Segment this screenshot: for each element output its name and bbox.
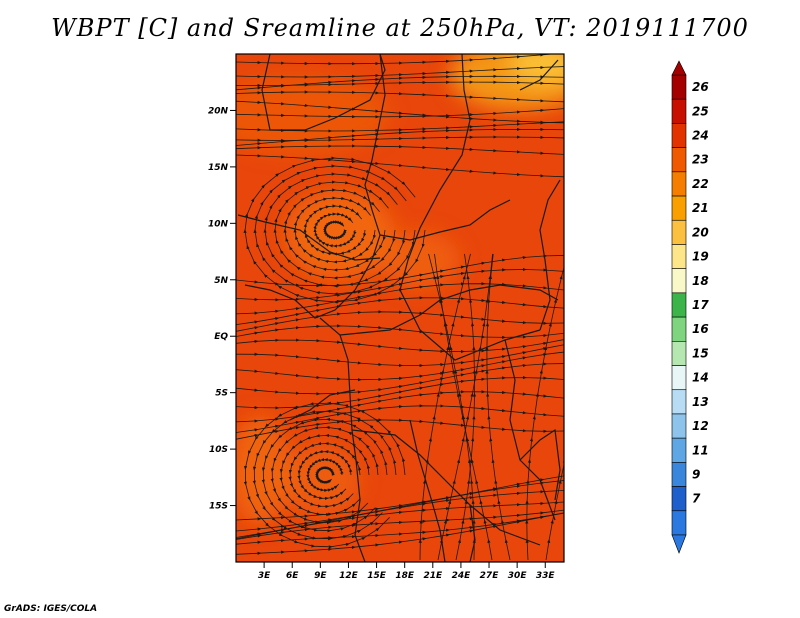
colorbar-swatch (671, 341, 687, 366)
y-tick-label: 15S (209, 502, 228, 512)
x-tick-label: 12E (339, 571, 359, 581)
warm-patch-southwest (236, 415, 290, 525)
y-tick-label: 20N (208, 106, 229, 116)
colorbar-swatch (671, 268, 687, 294)
x-tick-label: 21E (423, 571, 443, 581)
colorbar-label: 11 (692, 443, 709, 457)
colorbar-label: 22 (692, 177, 709, 191)
x-tick-label: 3E (258, 571, 271, 581)
colorbar-label: 16 (692, 322, 709, 336)
colorbar-swatch (671, 74, 687, 100)
colorbar-label: 13 (692, 395, 709, 409)
colorbar-bottom-arrow (671, 534, 687, 554)
x-tick-label: 9E (314, 571, 327, 581)
colorbar-label: 26 (692, 80, 709, 94)
x-tick-label: 15E (367, 571, 387, 581)
colorbar-swatch (671, 389, 687, 415)
y-tick-label: 5S (215, 389, 228, 399)
colorbar-swatch (671, 462, 687, 487)
colorbar-label: 24 (692, 129, 709, 143)
x-tick-label: 33E (536, 571, 556, 581)
streamline (236, 54, 557, 66)
y-tick-label: EQ (214, 332, 228, 342)
chart-title: WBPT [C] and Sreamline at 250hPa, VT: 20… (51, 14, 749, 42)
colorbar-swatch (671, 510, 687, 536)
colorbar-swatch (671, 219, 687, 245)
colorbar-top-arrow (671, 60, 687, 76)
colorbar-swatch (671, 147, 687, 173)
streamlines (236, 54, 564, 561)
x-axis-ticks: 3E 6E 9E 12E 15E 18E 21E 24E 27E 30E 33E (258, 562, 556, 581)
colorbar-swatch (671, 413, 687, 439)
streamline (236, 108, 564, 119)
x-tick-label: 24E (452, 571, 472, 581)
colorbar-label: 19 (692, 250, 709, 264)
streamline (236, 90, 564, 103)
streamline (236, 144, 564, 155)
colorbar-label: 17 (692, 298, 709, 312)
colorbar-swatch (671, 123, 687, 148)
colorbar-swatch (671, 244, 687, 269)
colorbar: 26 25 24 23 22 21 20 19 18 17 16 15 14 13 12 11 9 7 (671, 60, 709, 554)
y-tick-label: 10N (208, 219, 229, 229)
x-tick-label: 6E (286, 571, 299, 581)
colorbar-label: 15 (692, 346, 709, 360)
y-tick-label: 5N (214, 276, 228, 286)
colorbar-swatch (671, 365, 687, 391)
streamline (236, 310, 564, 332)
colorbar-swatch (671, 437, 687, 463)
colorbar-label: 12 (692, 419, 709, 433)
colorbar-label: 23 (692, 153, 709, 167)
colorbar-swatch (671, 292, 687, 318)
colorbar-swatch (671, 195, 687, 221)
y-tick-label: 10S (209, 445, 228, 455)
streamline (236, 324, 564, 340)
colorbar-label: 9 (692, 467, 700, 481)
y-tick-label: 15N (208, 163, 229, 173)
warm-patch-north (236, 75, 390, 155)
warm-patch-vortex-north (285, 190, 395, 280)
colorbar-label: 14 (692, 371, 709, 385)
streamline (236, 127, 564, 146)
x-tick-label: 27E (480, 571, 500, 581)
colorbar-label: 20 (692, 225, 709, 239)
streamline (236, 418, 564, 440)
colorbar-swatch (671, 171, 687, 197)
colorbar-swatch (671, 316, 687, 342)
streamline (236, 512, 564, 555)
y-axis-ticks: 20N 15N 10N 5N EQ 5S 10S 15S (208, 106, 236, 512)
colorbar-label: 21 (692, 201, 709, 215)
colorbar-label: 18 (692, 274, 709, 288)
warm-patch-vortex-south (280, 445, 360, 515)
colorbar-swatch (671, 98, 687, 124)
colorbar-swatch (671, 486, 687, 512)
x-tick-label: 30E (508, 571, 528, 581)
yellow-patch-northeast (510, 54, 564, 84)
credit-text: GrADS: IGES/COLA (4, 604, 98, 614)
colorbar-label: 7 (692, 492, 701, 506)
map-plot-area (236, 54, 564, 562)
map-frame (235, 53, 565, 563)
x-tick-label: 18E (395, 571, 415, 581)
streamline (236, 74, 564, 91)
colorbar-label: 25 (692, 104, 709, 118)
